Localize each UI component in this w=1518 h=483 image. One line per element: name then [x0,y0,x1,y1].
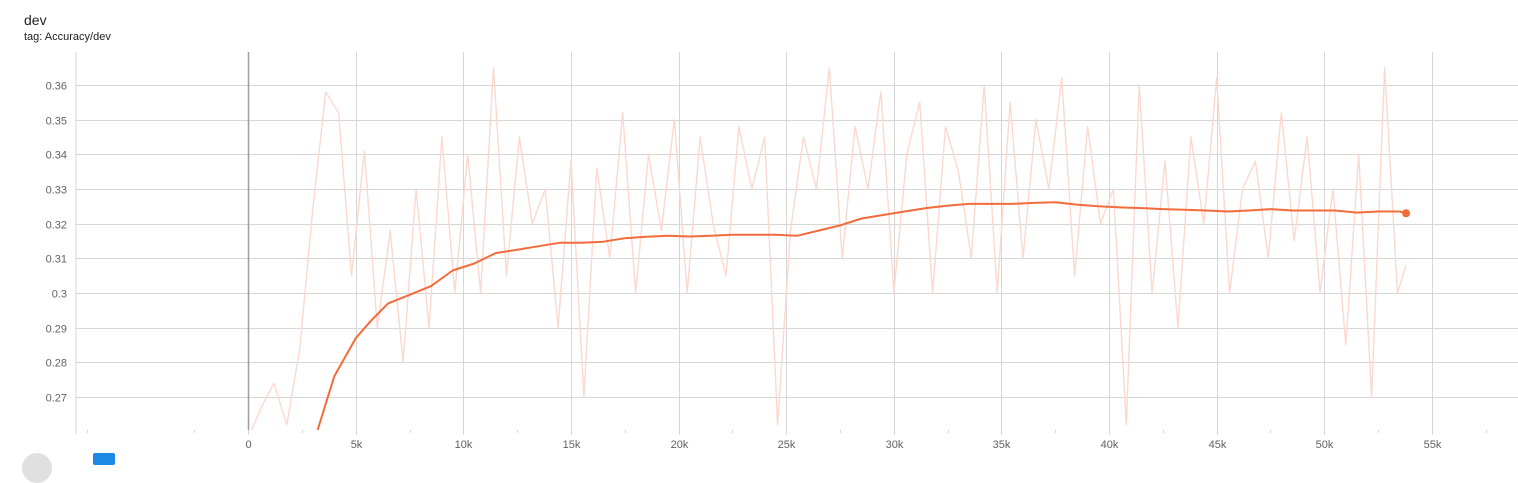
y-tick-label: 0.32 [46,220,67,232]
x-tick-label: 15k [563,439,581,451]
chart-canvas: 0.270.280.290.30.310.320.330.340.350.36 … [46,52,1518,451]
y-tick-label: 0.29 [46,324,67,336]
data-download-toggle[interactable] [93,453,115,465]
x-tick-label: 20k [671,439,689,451]
y-tick-label: 0.36 [46,81,67,93]
y-tick-label: 0.35 [46,116,67,128]
raw-series-line[interactable] [248,66,1407,439]
y-tick-label: 0.34 [46,150,67,162]
grid-lines [75,52,1518,435]
x-tick-label: 25k [778,439,796,451]
x-tick-label: 5k [351,439,363,451]
smoothed-series-line[interactable] [316,201,1407,432]
card-header: dev tag: Accuracy/dev [24,12,111,44]
x-tick-label: 0 [245,439,251,451]
x-tick-label: 45k [1209,439,1227,451]
x-tick-label: 35k [993,439,1011,451]
x-tick-label: 30k [886,439,904,451]
y-tick-label: 0.33 [46,185,67,197]
x-tick-label: 10k [455,439,473,451]
x-tick-label: 40k [1101,439,1119,451]
plot-series[interactable] [248,66,1411,439]
chart-tag: tag: Accuracy/dev [24,31,111,43]
expand-chart-button[interactable] [22,453,52,483]
chart-title: dev [24,12,47,28]
x-axis-tick-labels: 0 5k 10k 15k 20k 25k 30k 35k 40k 45k 50k 55k [245,439,1441,451]
y-tick-label: 0.27 [46,393,67,405]
series-endpoint-marker[interactable] [1402,209,1411,218]
y-axis-tick-labels: 0.27 0.28 0.29 0.3 0.31 0.32 0.33 0.34 0.35 0.36 [46,81,67,405]
x-tick-label: 50k [1316,439,1334,451]
y-tick-label: 0.28 [46,358,67,370]
x-tick-label: 55k [1424,439,1442,451]
y-tick-label: 0.3 [52,289,67,301]
y-tick-label: 0.31 [46,254,67,266]
